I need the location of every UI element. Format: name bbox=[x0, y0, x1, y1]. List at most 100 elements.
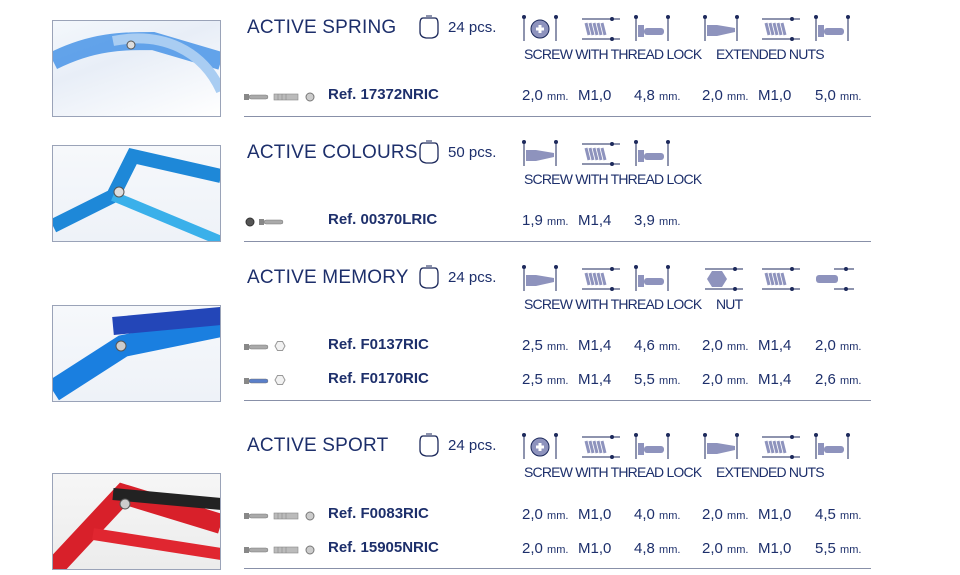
spec-value: M1,0 bbox=[578, 87, 611, 104]
piece-count: 24 pcs. bbox=[448, 437, 497, 454]
thread-lock-icon bbox=[760, 431, 802, 468]
spec-unit: mm. bbox=[547, 91, 569, 103]
column-group-label: NUT bbox=[716, 296, 743, 312]
spec-value: M1,0 bbox=[758, 540, 791, 557]
product-photo bbox=[52, 20, 221, 117]
washer-icon bbox=[304, 508, 316, 525]
spec-value: 4,5 mm. bbox=[815, 506, 861, 523]
spec-number: M1,4 bbox=[578, 337, 612, 354]
spec-number: 2,0 bbox=[522, 540, 543, 557]
spec-unit: mm. bbox=[840, 375, 862, 387]
spec-value: 1,9 mm. bbox=[522, 212, 568, 229]
thread-lock-icon bbox=[760, 13, 802, 50]
spec-value: M1,0 bbox=[578, 540, 611, 557]
spec-number: M1,4 bbox=[758, 371, 792, 388]
product-photo bbox=[52, 473, 221, 570]
spec-number: 2,0 bbox=[702, 337, 723, 354]
screw-icon bbox=[244, 339, 270, 356]
spec-number: 4,6 bbox=[634, 337, 655, 354]
spec-unit: mm. bbox=[840, 91, 862, 103]
column-group-label: EXTENDED NUTS bbox=[716, 464, 825, 480]
spec-value: 4,6 mm. bbox=[634, 337, 680, 354]
spec-value: M1,0 bbox=[578, 506, 611, 523]
reference-row: Ref. F0170RIC 2,5 mm. M1,4 5,5 mm. 2,0 mm. M… bbox=[0, 370, 960, 390]
section-divider bbox=[244, 241, 871, 242]
thread-lock-icon bbox=[580, 138, 622, 175]
hex-nut-icon bbox=[273, 339, 287, 356]
spec-value: 2,0 mm. bbox=[702, 540, 748, 557]
box-icon bbox=[419, 140, 439, 171]
cross-head-screw-icon bbox=[522, 13, 564, 50]
screw-length-icon bbox=[634, 263, 676, 300]
spec-unit: mm. bbox=[659, 216, 681, 228]
thread-lock-icon bbox=[580, 13, 622, 50]
spec-number: 4,8 bbox=[634, 540, 655, 557]
spec-value: M1,4 bbox=[578, 337, 611, 354]
washer-icon bbox=[304, 542, 316, 559]
section-divider bbox=[244, 400, 871, 401]
spec-unit: mm. bbox=[727, 91, 749, 103]
parts-thumbnails bbox=[244, 508, 319, 526]
spec-value: 2,0 mm. bbox=[702, 371, 748, 388]
spec-value: 3,9 mm. bbox=[634, 212, 680, 229]
spec-unit: mm. bbox=[659, 341, 681, 353]
spec-number: 5,0 bbox=[815, 87, 836, 104]
spec-number: M1,0 bbox=[578, 87, 612, 104]
spec-unit: mm. bbox=[727, 341, 749, 353]
parts-thumbnails bbox=[244, 214, 288, 232]
section-divider bbox=[244, 116, 871, 117]
spec-value: 2,5 mm. bbox=[522, 371, 568, 388]
spec-number: 3,9 bbox=[634, 212, 655, 229]
extended-nut-icon bbox=[273, 542, 301, 559]
reference-code: Ref. 17372NRIC bbox=[328, 86, 439, 103]
spec-number: 4,8 bbox=[634, 87, 655, 104]
spec-unit: mm. bbox=[727, 510, 749, 522]
spec-unit: mm. bbox=[840, 341, 862, 353]
reference-code: Ref. F0170RIC bbox=[328, 370, 429, 387]
spec-value: 4,8 mm. bbox=[634, 87, 680, 104]
hex-nut-icon bbox=[703, 263, 745, 300]
product-title: ACTIVE COLOURS bbox=[247, 142, 418, 163]
spec-number: M1,4 bbox=[578, 371, 612, 388]
column-group-label: SCREW WITH THREAD LOCK bbox=[524, 171, 702, 187]
washer-dark-icon bbox=[244, 214, 256, 231]
spec-unit: mm. bbox=[727, 544, 749, 556]
spec-value: M1,0 bbox=[758, 506, 791, 523]
section-divider bbox=[244, 568, 871, 569]
column-group-label: EXTENDED NUTS bbox=[716, 46, 825, 62]
spec-unit: mm. bbox=[840, 544, 862, 556]
reference-code: Ref. 00370LRIC bbox=[328, 211, 438, 228]
spec-number: 2,0 bbox=[702, 540, 723, 557]
screw-icon bbox=[244, 89, 270, 106]
piece-count: 24 pcs. bbox=[448, 269, 497, 286]
reference-code: Ref. F0083RIC bbox=[328, 505, 429, 522]
spec-unit: mm. bbox=[547, 510, 569, 522]
extended-nut-icon bbox=[273, 508, 301, 525]
extended-nut-icon bbox=[273, 89, 301, 106]
spec-value: 2,0 mm. bbox=[702, 506, 748, 523]
spec-value: 5,5 mm. bbox=[634, 371, 680, 388]
spec-number: M1,0 bbox=[758, 506, 792, 523]
spec-number: 5,5 bbox=[815, 540, 836, 557]
spec-value: 2,5 mm. bbox=[522, 337, 568, 354]
screw-blue-icon bbox=[244, 373, 270, 390]
spec-unit: mm. bbox=[659, 510, 681, 522]
product-photo bbox=[52, 145, 221, 242]
piece-count: 24 pcs. bbox=[448, 19, 497, 36]
spec-value: 2,0 mm. bbox=[702, 337, 748, 354]
spec-value: M1,4 bbox=[758, 337, 791, 354]
spec-unit: mm. bbox=[840, 510, 862, 522]
spec-unit: mm. bbox=[547, 216, 569, 228]
reference-code: Ref. 15905NRIC bbox=[328, 539, 439, 556]
spec-number: M1,0 bbox=[578, 540, 612, 557]
screw-icon bbox=[259, 214, 285, 231]
reference-row: Ref. F0083RIC 2,0 mm. M1,0 4,0 mm. 2,0 mm. M… bbox=[0, 505, 960, 525]
spec-number: M1,4 bbox=[578, 212, 612, 229]
screw-length-icon bbox=[634, 138, 676, 175]
box-icon bbox=[419, 265, 439, 296]
product-photo bbox=[52, 305, 221, 402]
product-title: ACTIVE MEMORY bbox=[247, 267, 409, 288]
spec-value: M1,0 bbox=[758, 87, 791, 104]
spec-unit: mm. bbox=[659, 375, 681, 387]
spec-number: 2,0 bbox=[702, 371, 723, 388]
